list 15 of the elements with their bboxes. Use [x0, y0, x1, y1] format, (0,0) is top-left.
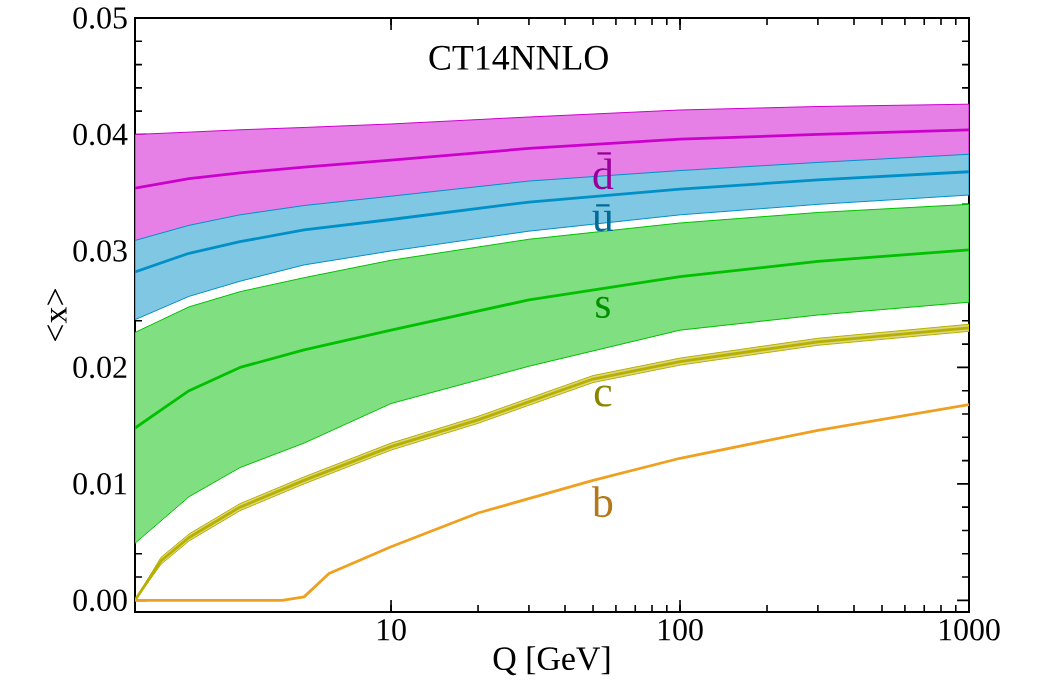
series-label: s — [596, 296, 610, 318]
y-tick-label: 0.03 — [73, 240, 127, 262]
y-tick-label: 0.02 — [73, 356, 127, 379]
x-tick-label: 10 — [377, 619, 406, 641]
series-label: b — [591, 486, 613, 518]
x-tick-label: 100 — [658, 619, 703, 641]
x-tick-label: 1000 — [939, 619, 1000, 641]
y-tick-label: 0.05 — [73, 7, 127, 29]
y-tick-label: 0.04 — [73, 123, 128, 146]
y-tick-label: 0.01 — [73, 473, 127, 495]
y-tick-label: 0.00 — [73, 589, 127, 612]
x-axis-title: Q [GeV] — [493, 646, 610, 676]
text: CT14NNLO — [429, 45, 608, 70]
y-axis-title: <x> — [47, 289, 67, 341]
series-label: c — [594, 385, 612, 407]
